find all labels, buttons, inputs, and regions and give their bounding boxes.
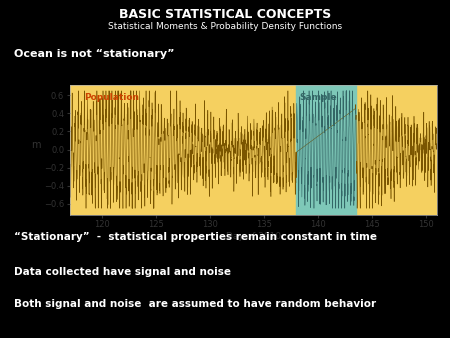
Y-axis label: m: m <box>31 140 40 149</box>
Text: Sample: Sample <box>300 93 337 102</box>
Text: Population: Population <box>84 93 139 102</box>
Text: BASIC STATISTICAL CONCEPTS: BASIC STATISTICAL CONCEPTS <box>119 8 331 21</box>
Bar <box>70 84 436 215</box>
Text: Both signal and noise  are assumed to have random behavior: Both signal and noise are assumed to hav… <box>14 299 376 309</box>
Text: Ocean is not “stationary”: Ocean is not “stationary” <box>14 49 174 59</box>
Text: Statistical Moments & Probability Density Functions: Statistical Moments & Probability Densit… <box>108 22 342 31</box>
Text: Data collected have signal and noise: Data collected have signal and noise <box>14 267 230 277</box>
Text: “Stationary”  -  statistical properties remain constant in time: “Stationary” - statistical properties re… <box>14 232 377 242</box>
Bar <box>296 84 356 215</box>
X-axis label: Day of 2010: Day of 2010 <box>225 232 281 241</box>
